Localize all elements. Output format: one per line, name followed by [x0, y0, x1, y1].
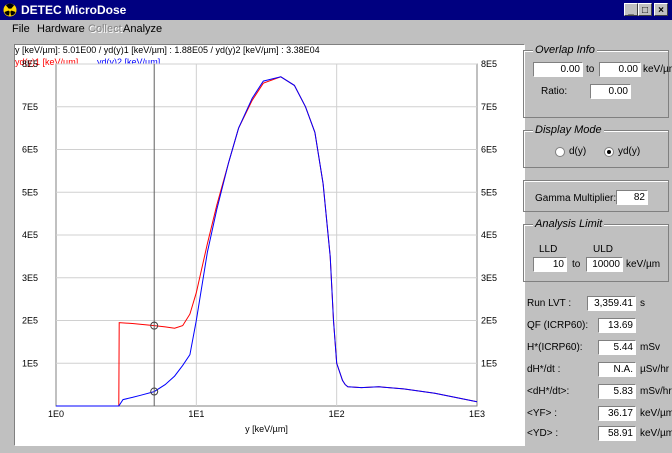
menu-collect: Collect [88, 23, 122, 35]
title-bar: DETEC MicroDose _ □ × [0, 0, 672, 20]
stat-value-yd: 58.91 [598, 426, 636, 441]
stat-label-avg-dhdt: <dH*/dt>: [527, 386, 570, 397]
stat-value-h: 5.44 [598, 340, 636, 355]
cursor-marker-2 [150, 387, 159, 396]
stat-label-qf: QF (ICRP60): [527, 320, 589, 331]
cursor-marker-1 [150, 321, 159, 330]
gamma-field[interactable]: 82 [616, 190, 648, 205]
stat-label-yf: <YF> : [527, 408, 558, 419]
minimize-button[interactable]: _ [624, 3, 638, 16]
stat-label-dhdt: dH*/dt : [527, 364, 561, 375]
menu-file[interactable]: File [12, 23, 30, 35]
overlap-to-field[interactable]: 0.00 [599, 62, 641, 77]
y-tick-label-left: 6E5 [22, 145, 38, 155]
display-mode-title: Display Mode [533, 124, 604, 136]
legend-series1: yd(y)1 [keV/µm] [15, 57, 79, 67]
radio-dy[interactable] [555, 147, 565, 157]
stat-unit-run-lvt: s [640, 298, 645, 309]
overlap-from-field[interactable]: 0.00 [533, 62, 583, 77]
overlap-unit: keV/µm [643, 64, 672, 75]
series-line-2 [56, 76, 478, 407]
stat-label-yd: <YD> : [527, 428, 559, 439]
stat-value-avg-dhdt: 5.83 [598, 384, 636, 399]
x-tick-label: 1E0 [48, 409, 64, 419]
cursor-readout: y [keV/µm]: 5.01E00 / yd(y)1 [keV/µm] : … [15, 45, 521, 56]
stat-unit-h: mSv [640, 342, 660, 353]
stat-value-qf: 13.69 [598, 318, 636, 333]
radio-dy-label: d(y) [569, 146, 587, 157]
gamma-label: Gamma Multiplier: [535, 193, 617, 204]
y-tick-label-left: 2E5 [22, 316, 38, 326]
overlap-to-label: to [586, 64, 595, 75]
menu-hardware[interactable]: Hardware [37, 23, 85, 35]
menu-analyze[interactable]: Analyze [123, 23, 163, 35]
radiation-icon [3, 3, 17, 17]
y-tick-label-left: 7E5 [22, 102, 38, 112]
stat-label-h: H*(ICRP60): [527, 342, 583, 353]
stat-unit-yd: keV/µm [640, 428, 672, 439]
radio-ydy-label: yd(y) [618, 146, 641, 157]
stat-value-run-lvt: 3,359.41 [587, 296, 636, 311]
stat-unit-dhdt: µSv/hr [640, 364, 670, 375]
lld-label: LLD [539, 244, 558, 255]
x-axis-label: y [keV/µm] [245, 424, 288, 434]
stat-unit-yf: keV/µm [640, 408, 672, 419]
analysis-limit-title: Analysis Limit [533, 218, 605, 230]
y-tick-label-left: 1E5 [22, 358, 38, 368]
ratio-field[interactable]: 0.00 [590, 84, 631, 99]
y-tick-label-right: 5E5 [481, 187, 497, 197]
y-tick-label-right: 1E5 [481, 358, 497, 368]
y-tick-label-right: 8E5 [481, 59, 497, 69]
stat-value-dhdt: N.A. [598, 362, 636, 377]
window-title: DETEC MicroDose [21, 3, 127, 17]
stat-label-run-lvt: Run LVT : [527, 298, 572, 309]
radio-ydy[interactable] [604, 147, 614, 157]
menu-bar: File Hardware Collect Analyze [0, 20, 672, 38]
y-tick-label-left: 5E5 [22, 187, 38, 197]
close-button[interactable]: × [654, 3, 668, 16]
lld-to-label: to [572, 259, 581, 270]
stat-unit-avg-dhdt: mSv/hr [640, 386, 672, 397]
uld-label: ULD [593, 244, 614, 255]
stat-value-yf: 36.17 [598, 406, 636, 421]
x-tick-label: 1E3 [469, 409, 485, 419]
y-tick-label-right: 2E5 [481, 316, 497, 326]
analysis-unit: keV/µm [626, 259, 661, 270]
ratio-label: Ratio: [541, 86, 568, 97]
y-tick-label-right: 6E5 [481, 145, 497, 155]
y-tick-label-left: 3E5 [22, 273, 38, 283]
gamma-panel [523, 180, 669, 212]
maximize-button[interactable]: □ [638, 3, 652, 16]
x-tick-label: 1E2 [329, 409, 345, 419]
overlap-info-title: Overlap Info [533, 44, 597, 56]
uld-field[interactable]: 10000 [586, 257, 623, 272]
y-tick-label-right: 7E5 [481, 102, 497, 112]
x-tick-label: 1E1 [188, 409, 204, 419]
y-tick-label-left: 8E5 [22, 59, 38, 69]
legend-series2: yd(y)2 [keV/µm] [97, 57, 161, 67]
y-tick-label-left: 4E5 [22, 230, 38, 240]
lld-field[interactable]: 10 [533, 257, 567, 272]
y-tick-label-right: 3E5 [481, 273, 497, 283]
y-tick-label-right: 4E5 [481, 230, 497, 240]
